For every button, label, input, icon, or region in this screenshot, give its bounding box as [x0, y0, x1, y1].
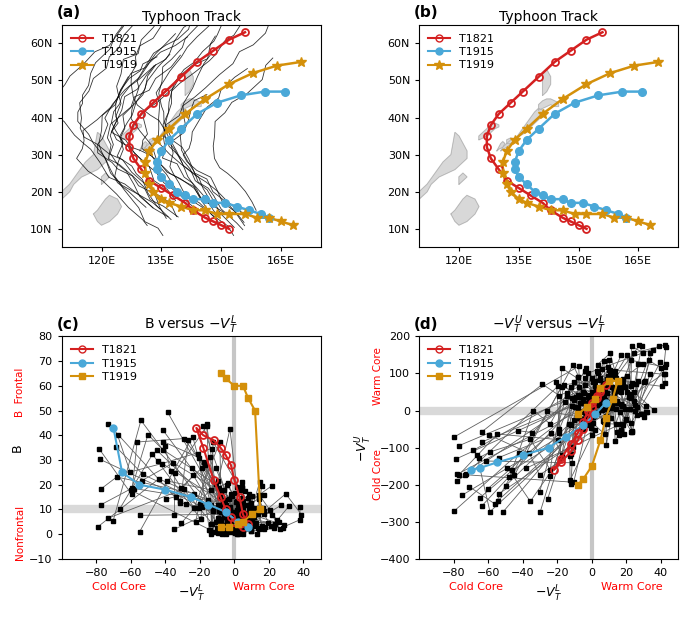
- Polygon shape: [479, 123, 499, 140]
- Polygon shape: [182, 99, 201, 110]
- X-axis label: $-V_T^L$: $-V_T^L$: [535, 584, 562, 604]
- Title: Typhoon Track: Typhoon Track: [499, 10, 598, 24]
- Polygon shape: [451, 196, 479, 225]
- Title: Typhoon Track: Typhoon Track: [142, 10, 240, 24]
- Polygon shape: [121, 123, 141, 140]
- Text: Nonfrontal: Nonfrontal: [15, 505, 25, 560]
- Text: (a): (a): [56, 6, 81, 20]
- Polygon shape: [94, 196, 121, 225]
- Polygon shape: [501, 108, 545, 151]
- Text: (d): (d): [414, 317, 438, 332]
- Polygon shape: [543, 70, 551, 95]
- X-axis label: $-V_T^L$: $-V_T^L$: [177, 584, 205, 604]
- Polygon shape: [459, 173, 467, 184]
- Text: Warm Core: Warm Core: [373, 348, 383, 406]
- Text: B  Frontal: B Frontal: [15, 367, 25, 417]
- Polygon shape: [101, 173, 110, 184]
- Title: $-V_T^U$ versus $-V_T^L$: $-V_T^U$ versus $-V_T^L$: [492, 314, 606, 337]
- Title: B versus $-V_T^L$: B versus $-V_T^L$: [145, 314, 238, 337]
- Text: (c): (c): [56, 317, 79, 332]
- Polygon shape: [143, 108, 187, 151]
- Legend: T1821, T1915, T1919: T1821, T1915, T1919: [67, 30, 140, 74]
- Legend: T1821, T1915, T1919: T1821, T1915, T1919: [425, 342, 497, 385]
- Y-axis label: B: B: [11, 443, 24, 452]
- Polygon shape: [507, 138, 514, 143]
- Text: Cold Core: Cold Core: [92, 582, 146, 592]
- Text: (b): (b): [414, 6, 438, 20]
- Polygon shape: [149, 138, 158, 143]
- Polygon shape: [139, 142, 147, 151]
- Legend: T1821, T1915, T1919: T1821, T1915, T1919: [67, 342, 140, 385]
- Polygon shape: [497, 142, 505, 151]
- Text: Warm Core: Warm Core: [233, 582, 295, 592]
- Text: Cold Core: Cold Core: [449, 582, 503, 592]
- Y-axis label: $-V_T^U$: $-V_T^U$: [354, 433, 374, 461]
- Legend: T1821, T1915, T1919: T1821, T1915, T1919: [425, 30, 497, 74]
- Polygon shape: [538, 99, 558, 110]
- Polygon shape: [419, 132, 467, 199]
- Polygon shape: [62, 132, 110, 199]
- Polygon shape: [185, 70, 193, 95]
- Text: Warm Core: Warm Core: [601, 582, 662, 592]
- Text: Cold Core: Cold Core: [373, 449, 383, 500]
